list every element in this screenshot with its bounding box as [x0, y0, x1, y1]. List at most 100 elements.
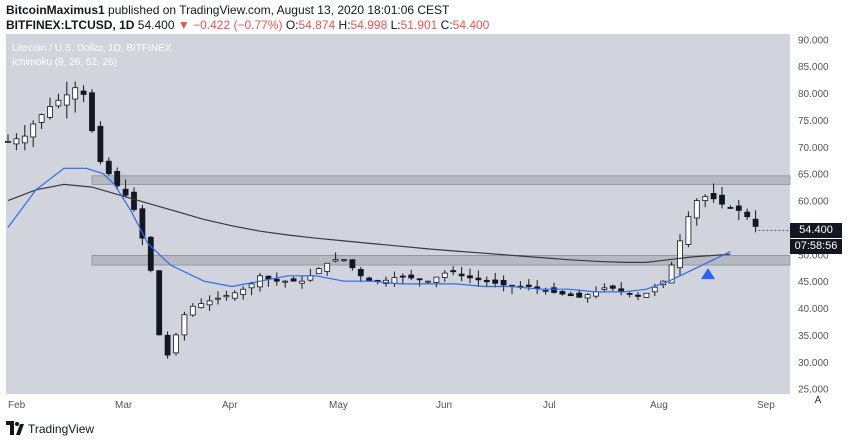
- last-price-tag: 54.400: [790, 222, 842, 238]
- legend-indicator[interactable]: Ichimoku (9, 26, 52, 26): [12, 57, 118, 68]
- candle-body: [551, 287, 557, 293]
- up-triangle-marker: [701, 268, 715, 280]
- candle-body: [399, 275, 406, 278]
- candle-body: [525, 284, 532, 287]
- candle-body: [651, 286, 658, 293]
- candle-body: [576, 292, 583, 298]
- time-tick-label: Sep: [757, 400, 775, 411]
- author-name[interactable]: BitcoinMaximus1: [6, 3, 105, 17]
- candle-body: [131, 191, 137, 210]
- candle-body: [332, 259, 339, 262]
- candle-body: [5, 141, 11, 143]
- candle-body: [89, 92, 95, 132]
- candle-body: [584, 294, 591, 299]
- price-change: −0.422 (−0.77%): [193, 18, 283, 32]
- candle-body: [21, 135, 28, 144]
- candle-body: [189, 305, 196, 316]
- time-tick-label: Mar: [115, 400, 133, 411]
- symbol-label: BITFINEX:LTCUSD, 1D: [6, 18, 135, 32]
- candle-body: [542, 290, 549, 292]
- publish-info: published on TradingView.com, August 13,…: [108, 3, 450, 17]
- plot-background: [6, 34, 790, 394]
- candle-body: [47, 106, 53, 118]
- candle-body: [635, 294, 641, 297]
- candle-body: [677, 240, 683, 269]
- candle-body: [324, 262, 331, 272]
- price-tick-label: 65.000: [798, 170, 829, 181]
- price-tick-label: 90.000: [798, 35, 829, 46]
- time-tick-label: Apr: [222, 400, 238, 411]
- candle-body: [744, 211, 751, 218]
- candle-body: [181, 314, 188, 336]
- publish-line: BitcoinMaximus1 published on TradingView…: [6, 3, 449, 17]
- candle-body: [450, 270, 457, 273]
- candle-body: [668, 264, 675, 284]
- candle-body: [416, 278, 423, 281]
- candle-body: [147, 236, 154, 271]
- candle-body: [500, 279, 507, 286]
- candle-body: [223, 295, 230, 298]
- candle-body: [341, 259, 347, 262]
- candle-body: [702, 196, 709, 202]
- countdown-tag: 07:58:56: [790, 238, 842, 254]
- price-tick-label: 50.000: [798, 250, 829, 261]
- candle-body: [441, 272, 448, 278]
- candle-body: [231, 292, 238, 299]
- close-value: 54.400: [452, 18, 490, 32]
- candle-body: [164, 334, 171, 356]
- candle-body: [408, 274, 415, 279]
- candle-body: [315, 268, 322, 275]
- candle-body: [425, 280, 431, 283]
- tradingview-logo-icon: [6, 421, 24, 435]
- price-tick-label: 80.000: [798, 89, 829, 100]
- candle-body: [735, 205, 742, 211]
- low-label: L:: [390, 18, 401, 32]
- tradingview-brand[interactable]: TradingView: [28, 422, 95, 436]
- candle-body: [483, 279, 490, 283]
- time-tick-label: May: [329, 400, 348, 411]
- time-tick-label: Jul: [543, 400, 556, 411]
- time-tick-label: Aug: [650, 400, 668, 411]
- kijun-line: [7, 183, 731, 263]
- down-arrow-icon: ▼: [177, 18, 190, 32]
- candle-body: [710, 193, 717, 200]
- candle-body: [693, 200, 700, 219]
- candle-body: [357, 268, 364, 277]
- candle-body: [114, 171, 121, 187]
- price-tick-label: 75.000: [798, 116, 829, 127]
- candle-body: [97, 125, 104, 163]
- candle-body: [475, 277, 482, 281]
- support-zone: [91, 255, 791, 266]
- chart-header: BitcoinMaximus1 published on TradingView…: [0, 0, 850, 34]
- open-label: O:: [285, 18, 299, 32]
- price-tick-label: 40.000: [798, 304, 829, 315]
- candle-body: [559, 291, 566, 295]
- candle-body: [458, 273, 465, 277]
- candle-body: [80, 90, 87, 95]
- auto-scale-button[interactable]: A: [814, 395, 822, 406]
- candle-body: [601, 287, 608, 290]
- candle-body: [265, 275, 272, 280]
- time-tick-label: Jun: [436, 400, 452, 411]
- resistance-zone: [91, 175, 791, 185]
- candle-body: [290, 278, 297, 282]
- candle-body: [299, 280, 305, 284]
- candle-body: [593, 291, 599, 297]
- candle-body: [38, 114, 45, 123]
- chart-area[interactable]: 90.000 85.000 80.000 75.000 70.000 65.000 60.0…: [0, 34, 850, 414]
- candle-body: [63, 94, 70, 106]
- candle-body: [273, 278, 280, 282]
- candle-body: [156, 270, 163, 336]
- price-tick-label: 45.000: [798, 277, 829, 288]
- time-axis: [0, 394, 790, 414]
- price-tick-label: 70.000: [798, 143, 829, 154]
- candle-body: [391, 277, 398, 284]
- candle-body: [618, 288, 625, 292]
- low-value: 51.901: [400, 18, 438, 32]
- candle-body: [685, 216, 692, 245]
- price-chart[interactable]: 90.000 85.000 80.000 75.000 70.000 65.000 60.0…: [0, 34, 850, 414]
- candle-body: [349, 259, 356, 269]
- candle-body: [215, 297, 221, 300]
- candle-body: [206, 300, 213, 306]
- candle-body: [198, 303, 205, 309]
